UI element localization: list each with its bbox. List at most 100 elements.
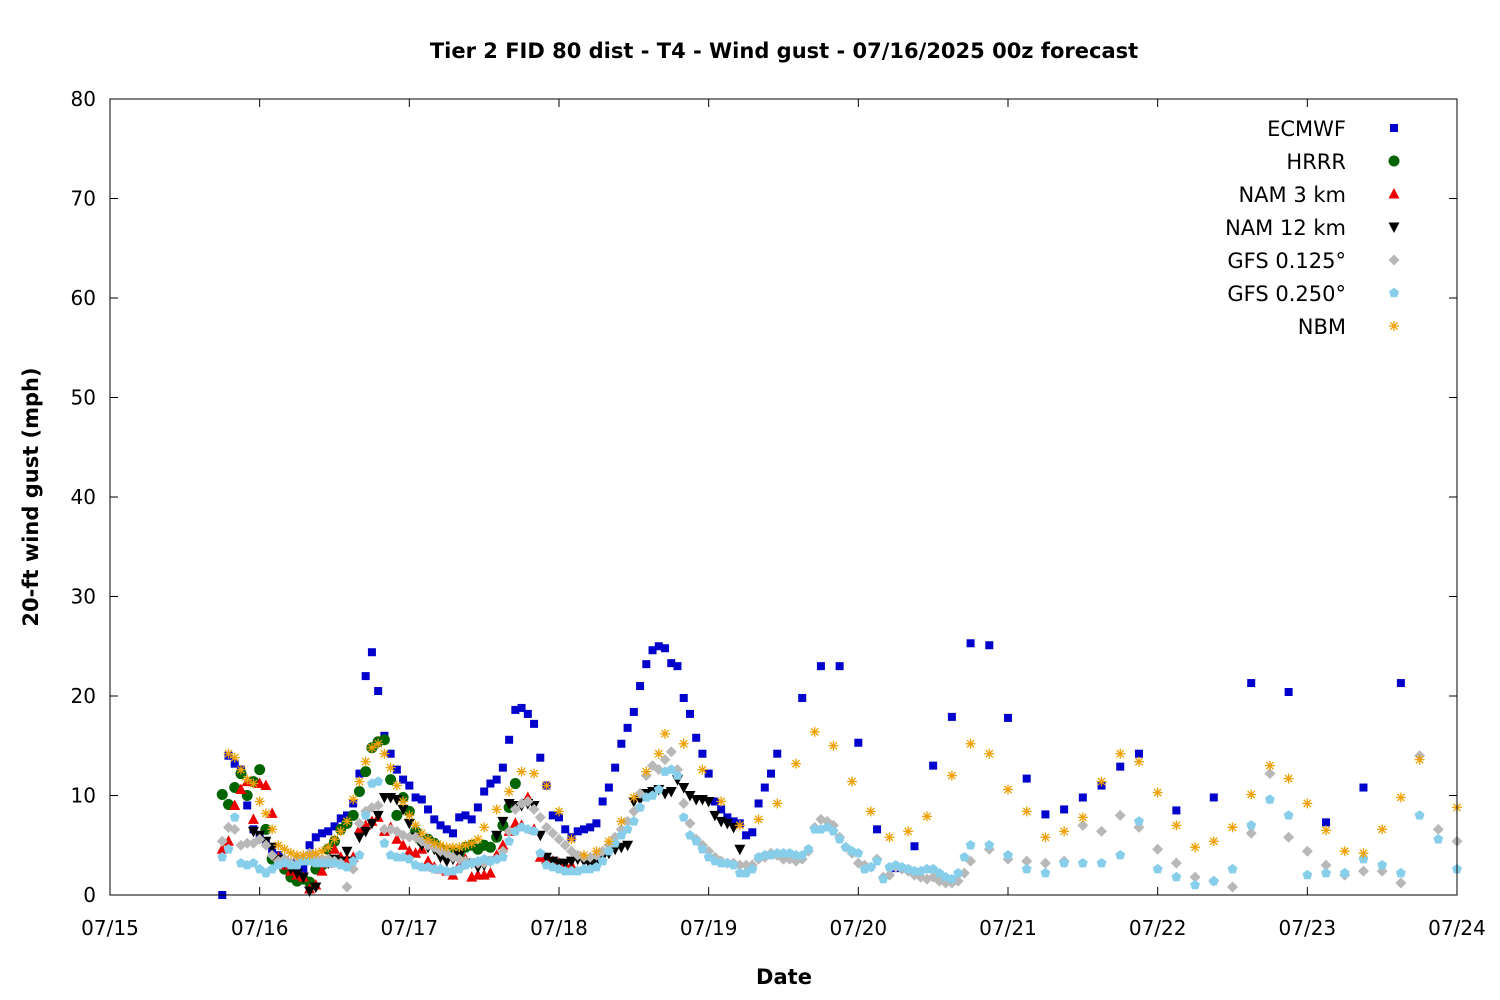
data-point [361, 672, 370, 681]
data-point [1321, 867, 1331, 878]
data-point [1414, 754, 1425, 765]
data-point [497, 845, 509, 857]
y-tick-label: 20 [71, 684, 96, 708]
data-point [591, 846, 602, 857]
data-point [728, 859, 739, 870]
data-point [304, 886, 316, 898]
data-point [1357, 865, 1369, 877]
data-point [1077, 812, 1088, 823]
data-point [342, 861, 352, 872]
data-point [1339, 846, 1350, 857]
data-point [291, 868, 303, 880]
x-tick-label: 07/21 [979, 916, 1037, 940]
legend: ECMWF HRRR NAM 3 km NAM 12 km GFS 0.125° GFS … [1225, 117, 1400, 339]
data-point [673, 662, 682, 671]
data-point [336, 814, 345, 823]
series-square [218, 639, 1405, 899]
data-point [592, 819, 601, 828]
data-point [965, 738, 976, 749]
data-point [511, 705, 520, 714]
data-point [685, 709, 694, 718]
data-point [667, 659, 676, 668]
data-point [330, 822, 339, 831]
data-point [591, 861, 602, 872]
data-point [748, 828, 757, 837]
data-point [772, 798, 783, 809]
data-point [310, 882, 322, 894]
data-point [1190, 842, 1201, 853]
data-point [1060, 805, 1069, 814]
data-point [1003, 784, 1013, 795]
data-point [403, 831, 415, 843]
data-point [691, 836, 702, 846]
data-point [622, 824, 633, 834]
data-point [947, 712, 956, 721]
data-point [216, 835, 228, 847]
data-point [703, 796, 715, 808]
data-point [353, 817, 365, 829]
data-point [798, 693, 807, 702]
data-point [878, 873, 889, 884]
data-point [578, 850, 589, 861]
x-tick-label: 07/15 [81, 916, 139, 940]
data-point [385, 762, 396, 773]
data-point [984, 840, 995, 850]
data-point [523, 709, 532, 718]
data-point [260, 779, 272, 791]
data-point [1040, 832, 1051, 843]
data-point [480, 787, 489, 796]
data-point [397, 804, 409, 816]
data-point [473, 803, 482, 812]
data-point [684, 791, 696, 802]
x-axis-label: Date [756, 965, 812, 989]
data-point [491, 804, 502, 815]
data-point [692, 733, 701, 742]
data-point [610, 838, 621, 848]
data-point [1283, 773, 1294, 784]
data-point [354, 850, 365, 860]
legend-label: HRRR [1286, 150, 1346, 174]
data-point [484, 841, 496, 853]
data-point [1358, 848, 1369, 859]
data-point [678, 797, 690, 809]
data-point [399, 775, 408, 784]
data-point [678, 783, 690, 794]
y-tick-label: 10 [71, 784, 96, 808]
data-point [1133, 756, 1144, 767]
data-point [391, 794, 403, 806]
data-point [628, 792, 639, 803]
data-point [1077, 857, 1088, 868]
data-point [1322, 818, 1331, 827]
data-point [229, 812, 240, 822]
data-point [1283, 810, 1294, 820]
data-point [311, 833, 320, 842]
data-point [1171, 820, 1182, 831]
data-point [372, 799, 384, 811]
data-point [254, 833, 266, 845]
legend-label: ECMWF [1267, 117, 1346, 141]
data-point [266, 849, 278, 861]
data-point [230, 759, 239, 768]
data-point [773, 749, 782, 758]
data-point [373, 776, 384, 786]
data-point [254, 764, 266, 776]
data-point [342, 811, 351, 820]
data-point [373, 738, 384, 749]
data-point [247, 813, 259, 824]
data-point [497, 839, 509, 850]
data-point [835, 662, 844, 671]
data-point [403, 845, 415, 856]
data-point [704, 769, 713, 778]
data-point [1246, 820, 1257, 830]
data-point [1377, 859, 1388, 870]
y-tick-label: 50 [71, 386, 96, 410]
data-point [1003, 850, 1013, 860]
data-point [248, 778, 259, 789]
series-star [223, 726, 1462, 861]
data-point [517, 703, 526, 712]
data-point [1021, 855, 1033, 867]
data-point [397, 839, 409, 850]
y-tick-label: 70 [71, 187, 96, 211]
data-point [1433, 834, 1444, 844]
data-point [1134, 816, 1144, 826]
